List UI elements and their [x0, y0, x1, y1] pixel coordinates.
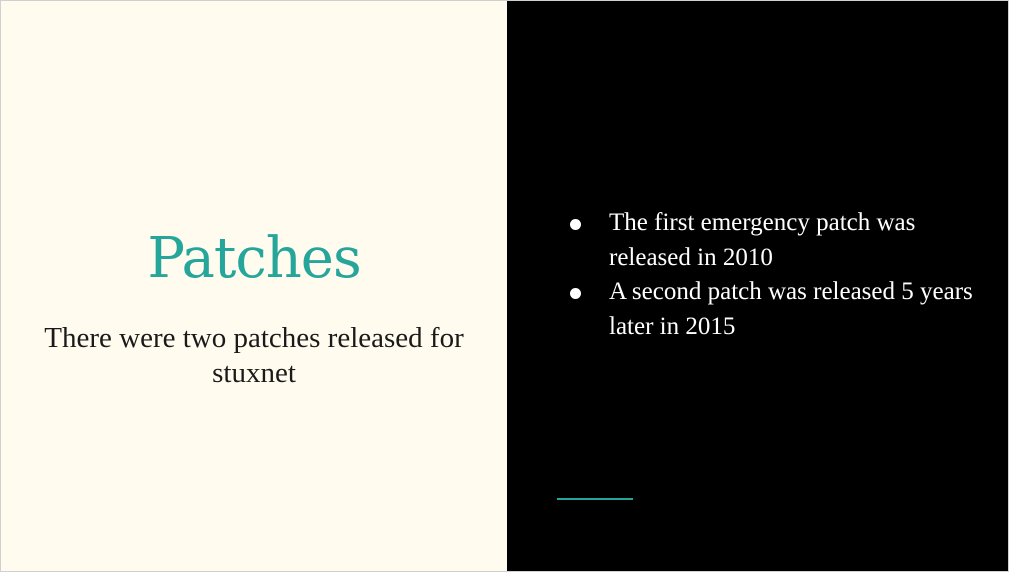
slide-subtitle: There were two patches released for stux… [44, 322, 464, 389]
bullet-list: The first emergency patch was released i… [567, 206, 987, 344]
bullet-item: A second patch was released 5 years late… [567, 275, 987, 344]
bullet-dot-icon [570, 219, 581, 230]
right-panel [507, 1, 1008, 571]
accent-divider [557, 498, 633, 500]
bullet-text: The first emergency patch was released i… [609, 209, 916, 271]
bullet-text: A second patch was released 5 years late… [609, 278, 973, 340]
slide-title: Patches [147, 226, 361, 291]
left-panel: Patches There were two patches released … [1, 1, 507, 571]
bullet-dot-icon [570, 288, 581, 299]
bullet-item: The first emergency patch was released i… [567, 206, 987, 275]
